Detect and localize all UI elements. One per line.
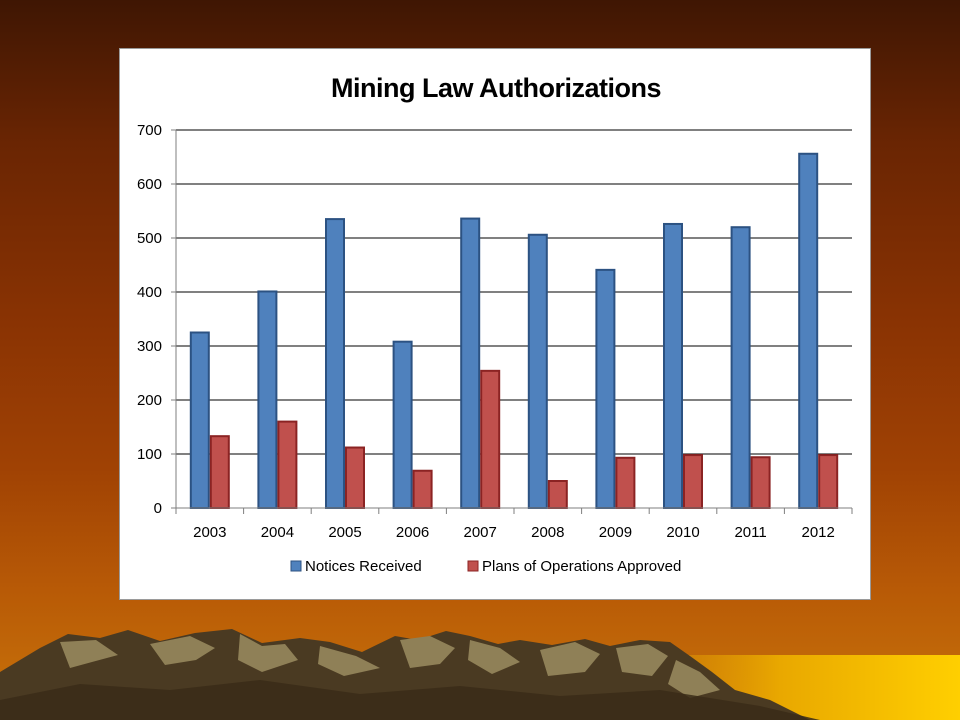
- bar-notices-received: [392, 340, 413, 509]
- y-tick-label: 0: [154, 500, 162, 517]
- mountain-highlights: [60, 634, 720, 698]
- y-tick-label: 300: [137, 338, 162, 355]
- y-tick-label: 500: [137, 230, 162, 247]
- bars: [189, 152, 839, 510]
- bar-notices-received: [189, 331, 210, 509]
- legend-label: Notices Received: [305, 558, 422, 575]
- x-tick-label: 2007: [464, 524, 497, 541]
- y-axis-ticks: 0 100 200 300 400 500 600 700: [137, 122, 176, 517]
- x-tick-label: 2010: [666, 524, 699, 541]
- bar-notices-received: [595, 268, 616, 509]
- x-tick-label: 2003: [193, 524, 226, 541]
- bar-plans-approved: [277, 420, 298, 510]
- bar-plans-approved: [750, 456, 771, 509]
- x-tick-label: 2011: [734, 524, 766, 541]
- bar-notices-received: [325, 218, 345, 509]
- y-tick-label: 600: [137, 176, 162, 193]
- bar-chart: Mining Law Authorizations 0 100 200 300 400 5…: [137, 73, 853, 575]
- x-axis-ticks: 2003 2004 2005 2006 2007 2008 2009 2010 2011 2012: [175, 508, 853, 541]
- legend: Notices Received Plans of Operations Appr…: [290, 558, 681, 575]
- bar-notices-received: [257, 290, 278, 509]
- legend-label: Plans of Operations Approved: [482, 558, 681, 575]
- x-tick-label: 2008: [531, 524, 564, 541]
- bar-plans-approved: [818, 454, 839, 509]
- legend-swatch-notices: [290, 560, 302, 572]
- mountain-foothills: [0, 680, 820, 720]
- y-tick-label: 100: [137, 446, 162, 463]
- bar-notices-received: [460, 217, 481, 509]
- y-tick-label: 700: [137, 122, 162, 139]
- chart-title: Mining Law Authorizations: [331, 73, 661, 103]
- legend-swatch-plans: [467, 560, 479, 572]
- x-tick-label: 2004: [261, 524, 294, 541]
- bar-notices-received: [730, 226, 751, 509]
- bar-plans-approved: [209, 435, 230, 509]
- bar-plans-approved: [345, 446, 365, 509]
- x-tick-label: 2006: [396, 524, 429, 541]
- bar-plans-approved: [412, 469, 433, 509]
- bar-plans-approved: [480, 369, 501, 509]
- y-tick-label: 400: [137, 284, 162, 301]
- y-tick-label: 200: [137, 392, 162, 409]
- bar-plans-approved: [615, 456, 636, 509]
- bar-notices-received: [527, 233, 548, 509]
- bar-plans-approved: [683, 454, 703, 509]
- bar-notices-received: [798, 152, 819, 509]
- chart-panel: Mining Law Authorizations 0 100 200 300 400 5…: [119, 48, 871, 600]
- x-tick-label: 2005: [328, 524, 361, 541]
- x-tick-label: 2012: [802, 524, 835, 541]
- bar-notices-received: [663, 222, 683, 510]
- bar-plans-approved: [547, 480, 568, 509]
- x-tick-label: 2009: [599, 524, 632, 541]
